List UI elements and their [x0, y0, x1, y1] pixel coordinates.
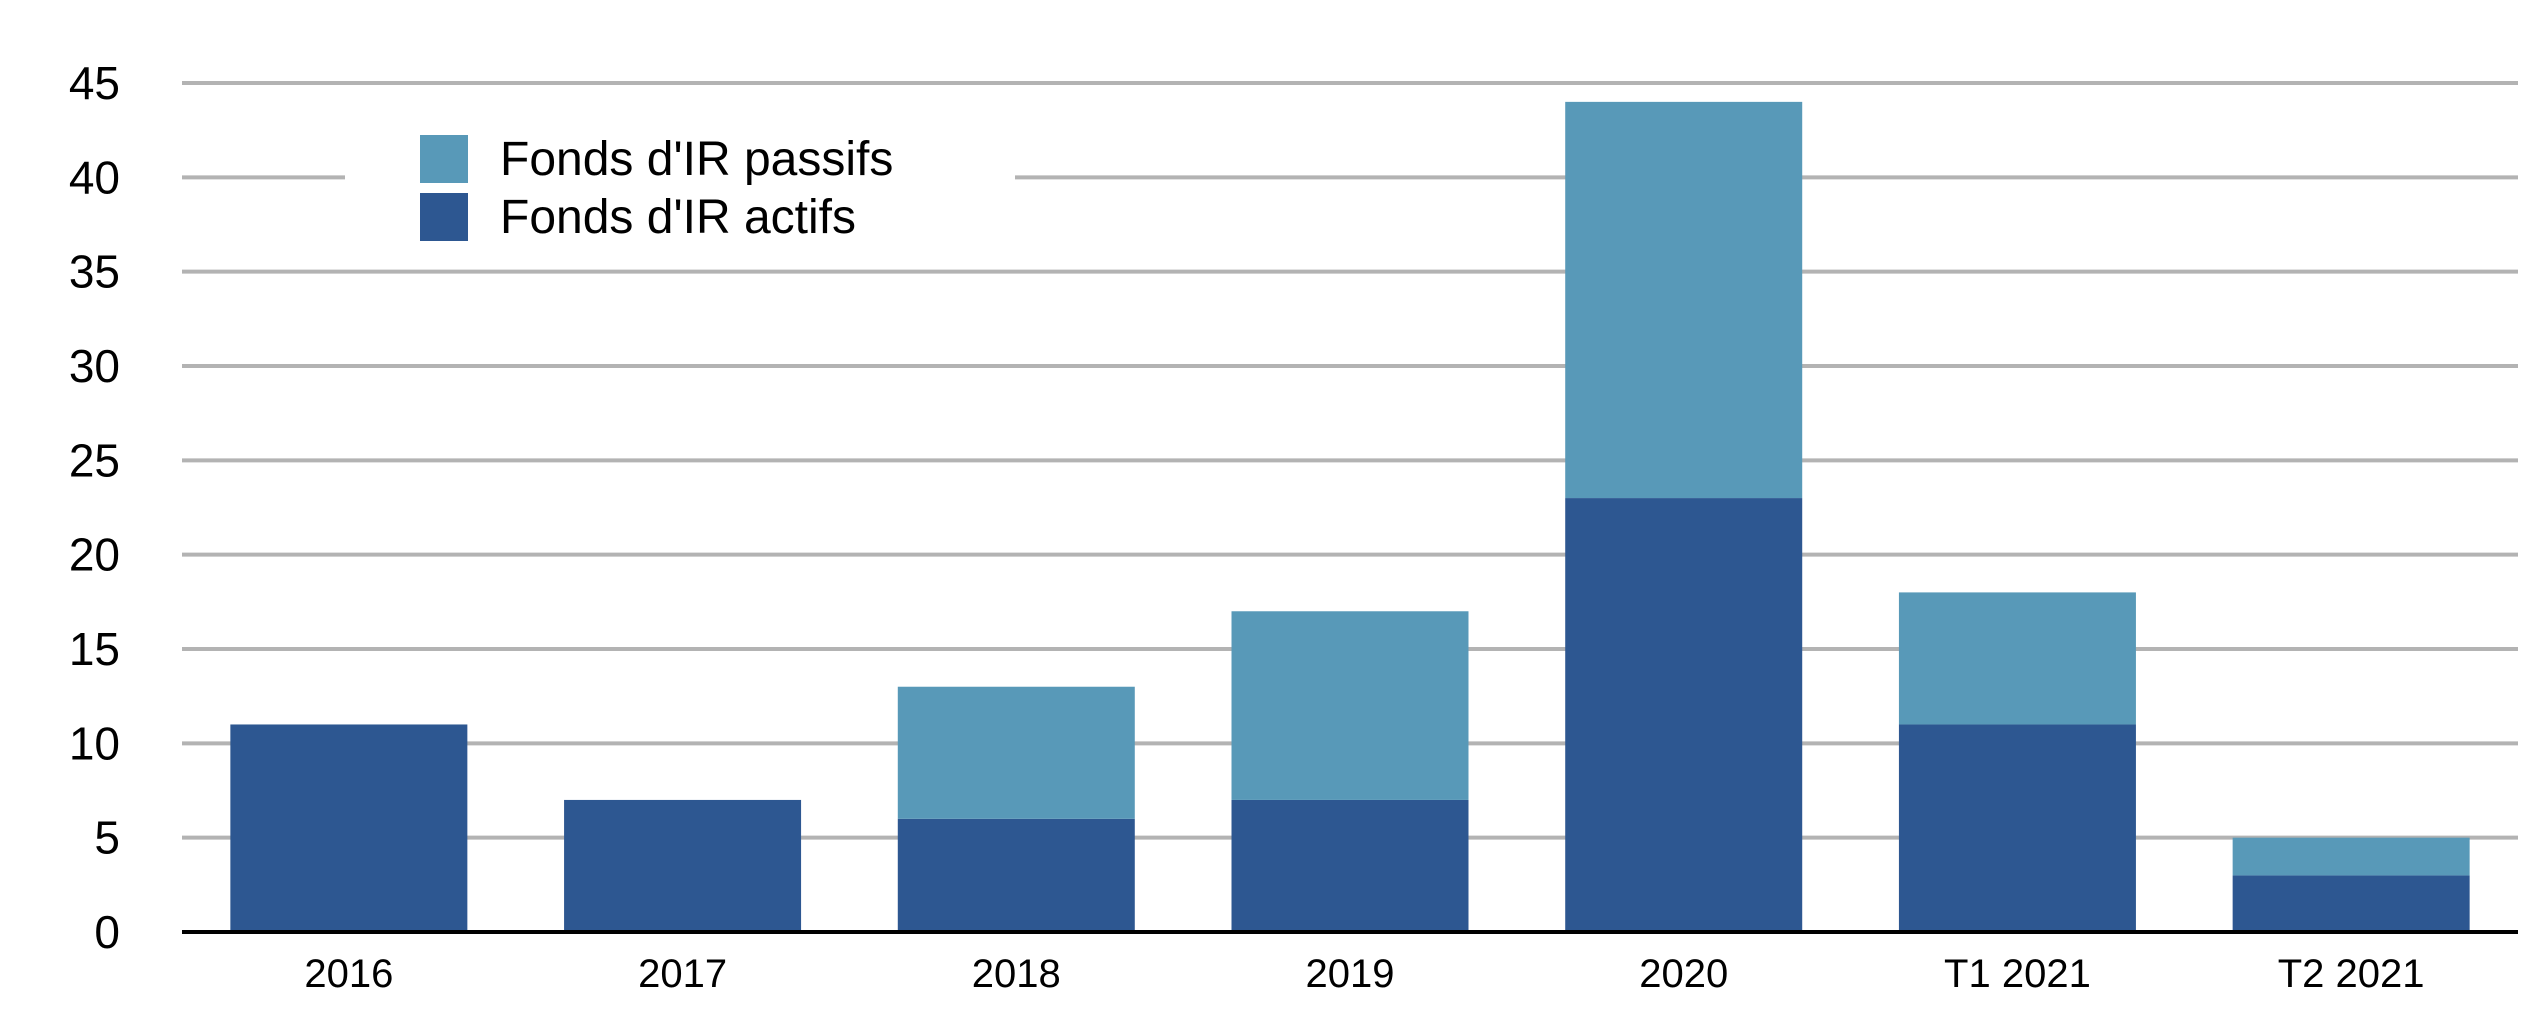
- x-tick-label: 2019: [1306, 952, 1395, 996]
- bar-segment: [1565, 101, 1803, 499]
- y-tick-label: 40: [69, 151, 120, 203]
- bar-segment: [897, 686, 1135, 819]
- x-tick-label: 2017: [638, 952, 727, 996]
- y-tick-label: 20: [69, 529, 120, 581]
- y-tick-label: 15: [69, 623, 120, 675]
- y-tick-label: 10: [69, 717, 120, 769]
- y-tick-label: 5: [94, 812, 120, 864]
- legend-label: Fonds d'IR passifs: [500, 133, 893, 186]
- x-tick-label: T2 2021: [2278, 952, 2425, 996]
- y-axis-ticks: 0 5 10 15 20 25 30 35 40 45: [69, 57, 120, 958]
- x-tick-label: 2020: [1639, 952, 1728, 996]
- x-tick-label: 2018: [972, 952, 1061, 996]
- y-tick-label: 25: [69, 434, 120, 486]
- x-tick-label: T1 2021: [1944, 952, 2091, 996]
- bar-segment: [2232, 837, 2470, 876]
- x-tick-label: 2016: [304, 952, 393, 996]
- y-tick-label: 45: [69, 57, 120, 109]
- bar-segment: [230, 724, 468, 932]
- bar-segment: [2232, 875, 2470, 932]
- bar-segment: [1898, 724, 2136, 932]
- bar-segment: [1231, 611, 1469, 800]
- bar-segment: [1898, 592, 2136, 725]
- y-tick-label: 0: [94, 906, 120, 958]
- legend-swatch: [420, 193, 468, 241]
- legend-label: Fonds d'IR actifs: [500, 191, 856, 244]
- bar-segment: [897, 818, 1135, 932]
- legend-swatch: [420, 135, 468, 183]
- y-tick-label: 35: [69, 246, 120, 298]
- gridlines: [182, 81, 2518, 840]
- y-tick-label: 30: [69, 340, 120, 392]
- bar-segment: [564, 799, 802, 932]
- bars: [230, 101, 2470, 932]
- x-axis-ticks: 2016 2017 2018 2019 2020 T1 2021 T2 2021: [304, 952, 2424, 996]
- bar-segment: [1565, 498, 1803, 932]
- bar-segment: [1231, 799, 1469, 932]
